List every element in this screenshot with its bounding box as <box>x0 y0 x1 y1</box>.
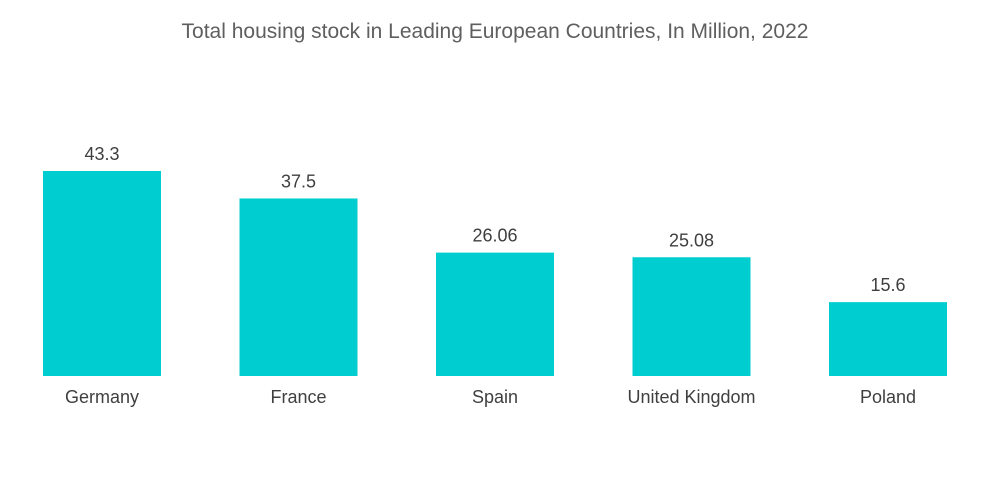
category-label: Germany <box>65 387 139 407</box>
value-label: 25.08 <box>669 230 714 250</box>
bar-poland <box>829 302 947 376</box>
bar-spain <box>436 252 554 376</box>
value-label: 15.6 <box>870 275 905 295</box>
bar-france <box>239 198 358 376</box>
value-label: 43.3 <box>84 144 119 164</box>
category-label: Spain <box>472 387 518 407</box>
chart-title: Total housing stock in Leading European … <box>182 20 809 43</box>
category-label: United Kingdom <box>627 387 755 407</box>
value-label: 26.06 <box>472 226 517 246</box>
bar-united-kingdom <box>632 257 751 376</box>
value-label: 37.5 <box>281 171 316 191</box>
category-label: Poland <box>860 387 916 407</box>
bars-group: 43.3 Germany 37.5 France 26.06 Spain 25.08 Unit… <box>43 144 947 407</box>
bar-germany <box>43 171 161 376</box>
category-label: France <box>270 387 326 407</box>
